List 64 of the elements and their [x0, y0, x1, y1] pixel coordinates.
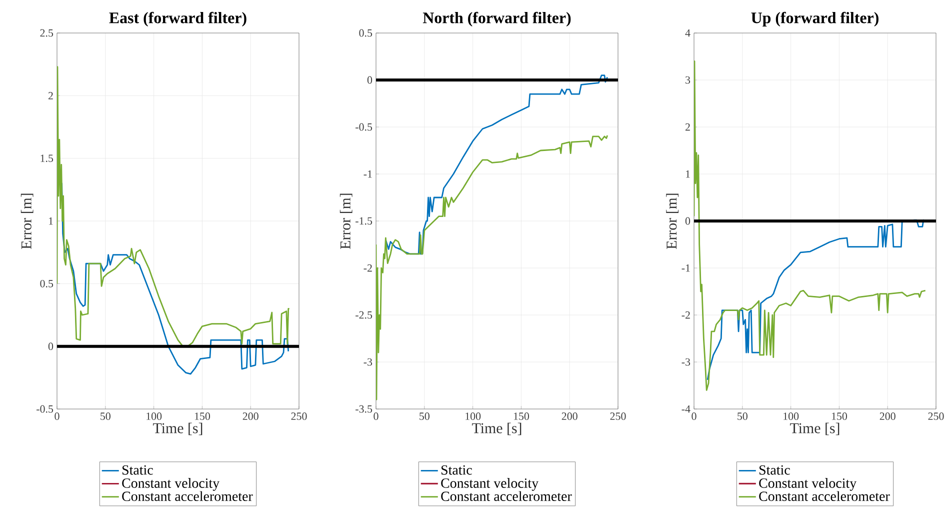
x-tick-label: 0: [374, 412, 378, 420]
y-axis-title: Error [m]: [20, 194, 34, 249]
x-tick-label: 50: [100, 412, 110, 420]
y-tick-label: 2: [685, 123, 690, 131]
y-tick-label: 2: [48, 92, 53, 100]
x-tick-label: 200: [562, 412, 578, 420]
legend-label: Static: [442, 465, 472, 475]
legend-label: Constant velocity: [441, 478, 539, 491]
y-tick-label: -4: [682, 405, 690, 413]
y-tick-label: 1: [48, 217, 53, 225]
x-tick-label: 100: [784, 412, 799, 420]
x-tick-label: 150: [832, 412, 848, 420]
y-tick-label: 1.5: [40, 154, 54, 162]
x-tick-label: 50: [738, 412, 748, 420]
legend-label: Constant accelerometer: [122, 491, 253, 502]
x-tick-label: 250: [610, 412, 626, 420]
legend-label: Constant accelerometer: [441, 491, 572, 502]
chart-title: East (forward filter): [109, 12, 246, 26]
x-tick-label: 200: [242, 412, 258, 420]
y-tick-label: -3: [682, 358, 690, 366]
y-tick-label: 0: [48, 342, 54, 350]
x-tick-label: 250: [928, 412, 944, 420]
chart-title: North (forward filter): [422, 12, 571, 26]
x-tick-label: 0: [54, 412, 60, 420]
y-tick-label: 0.5: [359, 29, 372, 37]
legend-label: Constant accelerometer: [759, 491, 890, 502]
y-tick-label: -0.5: [356, 123, 372, 131]
y-tick-label: -2.5: [356, 311, 372, 319]
y-tick-label: 2.5: [40, 29, 54, 37]
legend-label: Constant velocity: [122, 478, 220, 491]
y-tick-label: -1: [364, 170, 372, 178]
x-tick-label: 50: [420, 412, 430, 420]
x-tick-label: 150: [514, 412, 530, 420]
x-tick-label: 250: [291, 412, 307, 420]
y-axis-title: Error [m]: [340, 194, 352, 249]
y-tick-label: -2: [364, 264, 372, 272]
line-series: [694, 60, 926, 391]
x-axis-title: Time [s]: [472, 422, 522, 436]
y-tick-label: -0.5: [36, 405, 54, 413]
y-tick-label: 1: [686, 170, 690, 178]
x-tick-label: 150: [194, 412, 210, 420]
x-tick-label: 0: [692, 412, 696, 420]
line-series: [384, 74, 608, 255]
x-tick-label: 200: [880, 412, 896, 420]
x-axis-title: Time [s]: [153, 422, 202, 436]
x-axis-title: Time [s]: [790, 422, 840, 436]
y-tick-label: -1: [682, 264, 690, 272]
y-tick-label: -1.5: [356, 217, 372, 225]
y-tick-label: 0.5: [40, 280, 54, 288]
y-tick-label: 4: [685, 29, 690, 37]
line-series: [57, 66, 290, 348]
legend-label: Static: [760, 465, 790, 475]
x-tick-label: 100: [466, 412, 481, 420]
y-tick-label: 0: [685, 217, 690, 225]
legend-label: Static: [122, 465, 153, 475]
y-tick-label: 3: [686, 76, 690, 84]
legend-label: Constant velocity: [759, 478, 857, 491]
y-tick-label: -3.5: [356, 405, 372, 413]
y-tick-label: 0: [367, 76, 372, 84]
chart-title: Up (forward filter): [751, 12, 878, 26]
y-tick-label: -2: [682, 311, 690, 319]
y-tick-label: -3: [364, 358, 372, 366]
x-tick-label: 100: [146, 412, 162, 420]
y-axis-title: Error [m]: [666, 194, 679, 249]
